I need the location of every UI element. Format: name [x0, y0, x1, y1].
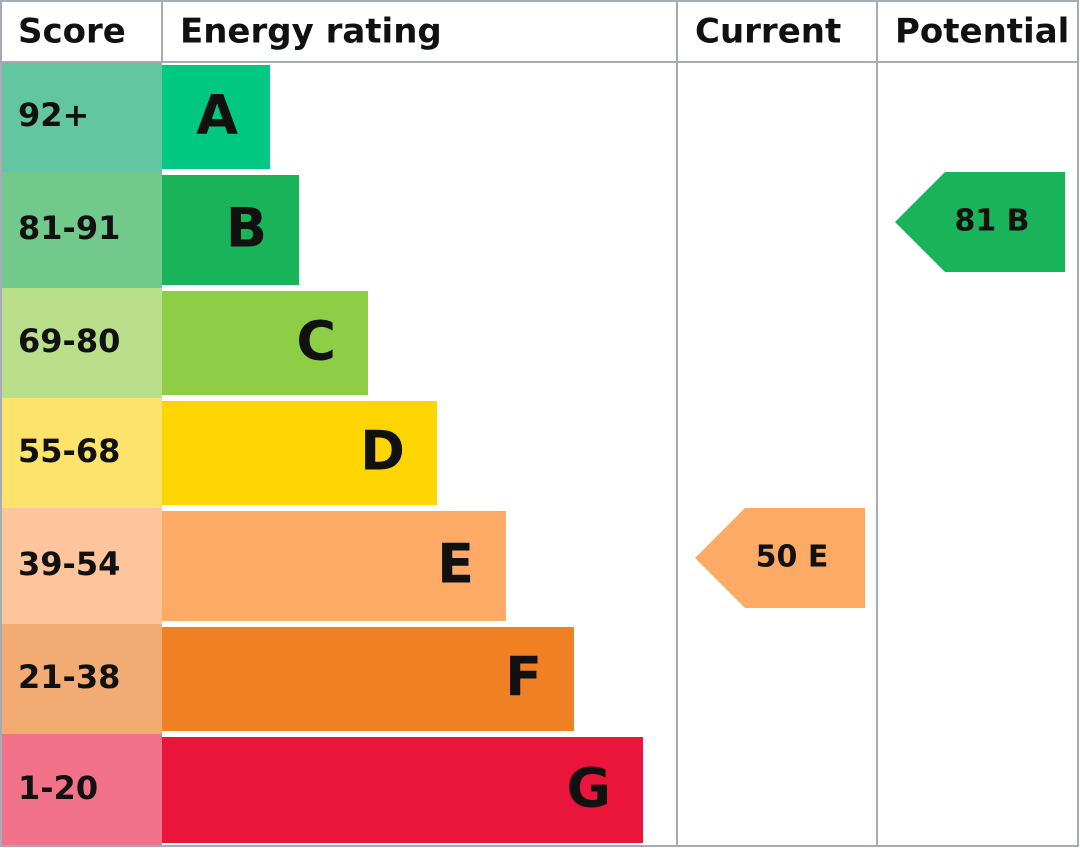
score-label: 39-54 [18, 545, 120, 583]
header-current: Current [695, 12, 841, 52]
score-cell [0, 172, 162, 288]
rating-letter: B [226, 197, 267, 260]
rating-letter: C [296, 310, 336, 373]
header-potential: Potential [895, 12, 1069, 52]
rating-bar [162, 401, 437, 505]
rating-bar [162, 511, 506, 621]
potential-label: 81 B [954, 204, 1029, 239]
score-cell [0, 734, 162, 846]
rating-bar [162, 737, 643, 843]
rating-bar [162, 627, 574, 731]
score-label: 92+ [18, 96, 89, 134]
header-rating: Energy rating [180, 12, 442, 52]
rating-letter: F [505, 646, 542, 709]
rating-letter: D [360, 420, 405, 483]
score-label: 69-80 [18, 322, 120, 360]
current-arrow [695, 508, 865, 608]
score-label: 55-68 [18, 432, 120, 470]
rating-letter: G [567, 757, 611, 820]
score-cell [0, 398, 162, 508]
header-score: Score [18, 12, 126, 52]
score-cell [0, 288, 162, 398]
score-cell [0, 62, 162, 172]
rating-bar [162, 175, 299, 285]
score-label: 1-20 [18, 769, 98, 807]
rating-rows: 92+ A 81-91 B 69-80 C 55-68 D 39-54 E 21-38 F 1-20 G [0, 62, 643, 846]
score-label: 81-91 [18, 209, 120, 247]
rating-bar [162, 65, 270, 169]
score-cell [0, 508, 162, 624]
rating-letter: A [196, 84, 238, 147]
potential-arrow [895, 172, 1065, 272]
current-label: 50 E [756, 540, 829, 575]
rating-bar [162, 291, 368, 395]
rating-letter: E [437, 533, 474, 596]
score-cell [0, 624, 162, 734]
score-label: 21-38 [18, 658, 120, 696]
